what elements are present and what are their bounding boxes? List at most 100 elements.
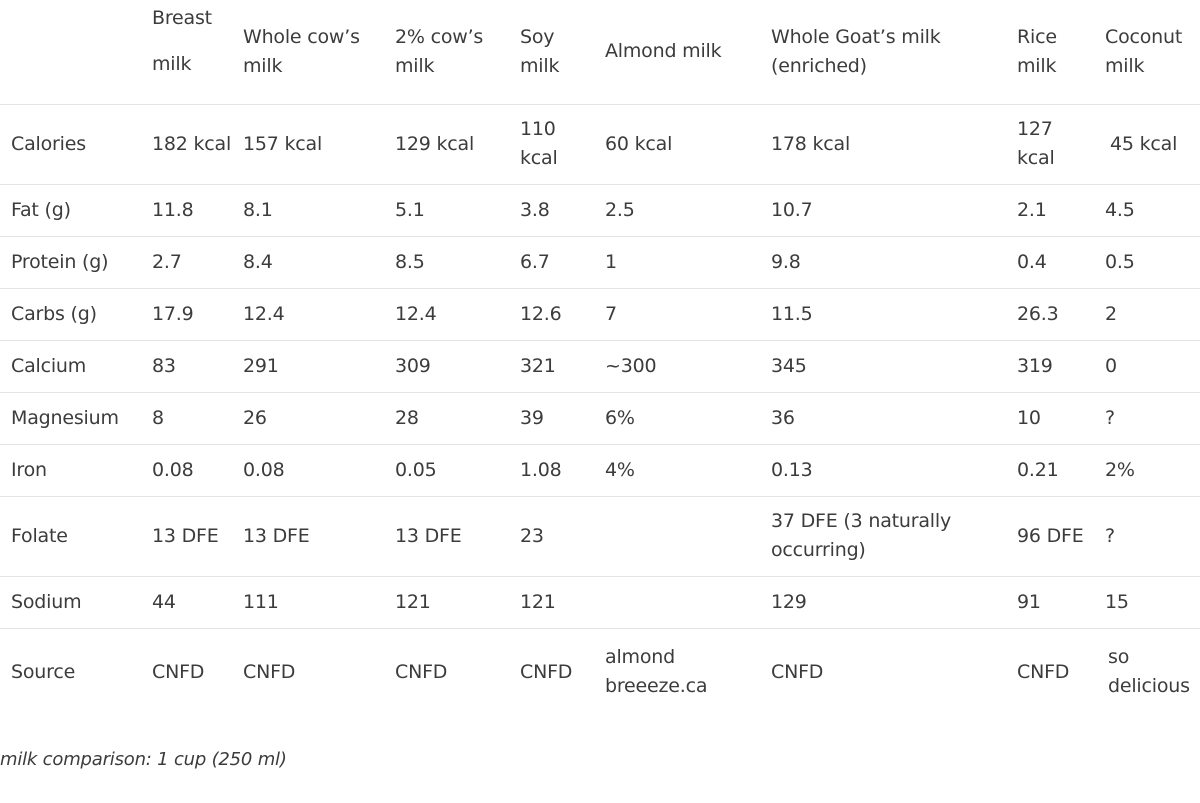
table-cell: ~300 [605,354,657,377]
table-cell: 121 [520,590,556,613]
table-cell: 129 [771,590,807,613]
table-cell: 15 [1105,590,1129,613]
table-cell: 0.21 [1017,458,1059,481]
table-cell: 0.05 [395,458,437,481]
table-row: Folate 13 DFE 13 DFE 13 DFE 23 37 DFE (3… [0,496,1200,576]
table-cell: 110 kcal [520,118,558,169]
table-cell: 39 [520,406,544,429]
table-cell: CNFD [771,660,824,683]
row-label: Fat (g) [11,198,71,221]
table-cell: 8.4 [243,250,273,273]
table-cell: ? [1105,524,1115,547]
header-breast-word: Breast [152,7,212,29]
header-2pct-cows-milk: 2% cow’s milk [395,25,484,77]
table-cell: CNFD [1017,660,1070,683]
table-caption: milk comparison: 1 cup (250 ml) [0,749,287,770]
table-cell: 10.7 [771,198,813,221]
table-cell: almond breeeze.ca [605,646,708,698]
table-cell: 37 DFE (3 naturally occurring) [771,510,951,561]
row-label: Calcium [11,354,87,377]
table-cell: 13 DFE [395,524,462,547]
header-breast-milk-word: milk [152,53,192,75]
table-cell: 2 [1105,302,1117,325]
table-cell: 2.7 [152,250,182,273]
table-row: Calories 182 kcal 157 kcal 129 kcal 110 … [0,104,1200,184]
table-row: Carbs (g) 17.9 12.4 12.4 12.6 7 11.5 26.… [0,288,1200,340]
table-cell: 13 DFE [152,524,219,547]
table-cell: 17.9 [152,302,194,325]
table-cell: CNFD [520,660,573,683]
table-cell: 182 kcal [152,132,232,155]
table-cell [594,576,760,628]
table-cell: 321 [520,354,556,377]
table-cell: 44 [152,590,176,613]
table-cell: ? [1105,406,1115,429]
table-cell: 6.7 [520,250,550,273]
table-cell: 0.13 [771,458,813,481]
table-cell: 1.08 [520,458,562,481]
table-cell: 6% [605,406,635,429]
milk-comparison-table: Breast milk Whole cow’s milk 2% cow’s mil… [0,0,1200,716]
table-row: Magnesium 8 26 28 39 6% 36 10 ? [0,392,1200,444]
table-cell: 309 [395,354,431,377]
header-whole-goats-milk: Whole Goat’s milk (enriched) [771,25,941,77]
table-cell: 111 [243,590,279,613]
row-label: Iron [11,458,47,481]
table-cell: 13 DFE [243,524,310,547]
header-rice-milk: Rice milk [1017,25,1057,77]
table-cell: CNFD [152,660,205,683]
table-cell: 60 kcal [605,132,673,155]
table-cell: 36 [771,406,795,429]
table-cell: 1 [605,250,617,273]
table-row: Protein (g) 2.7 8.4 8.5 6.7 1 9.8 0.4 0.… [0,236,1200,288]
row-label: Folate [11,524,68,547]
table-cell: 4.5 [1105,198,1135,221]
table-row: Fat (g) 11.8 8.1 5.1 3.8 2.5 10.7 2.1 4.… [0,184,1200,236]
row-label: Calories [11,132,86,155]
table-cell: 26 [243,406,267,429]
row-label: Sodium [11,590,82,613]
table-cell: 0.08 [152,458,194,481]
table-cell [594,496,760,576]
table-cell: 9.8 [771,250,801,273]
table-cell: 91 [1017,590,1041,613]
table-cell: 0 [1105,354,1117,377]
table-cell: CNFD [395,660,448,683]
table-cell: 28 [395,406,419,429]
header-coconut-milk: Coconut milk [1105,25,1183,77]
table-cell: 7 [605,302,617,325]
table-cell: 157 kcal [243,132,323,155]
table-cell: 8 [152,406,164,429]
table-cell: 178 kcal [771,132,851,155]
table-cell: 45 kcal [1110,132,1178,155]
table-row: Calcium 83 291 309 321 ~300 345 319 0 [0,340,1200,392]
row-label: Protein (g) [11,250,109,273]
table-row: Source CNFD CNFD CNFD CNFD almond breeez… [0,628,1200,716]
table-cell: 129 kcal [395,132,475,155]
table-cell: 2.5 [605,198,635,221]
table-cell: 3.8 [520,198,550,221]
header-breast-milk: Breast milk [141,0,232,104]
table-row: Sodium 44 111 121 121 129 91 15 [0,576,1200,628]
table-cell: 319 [1017,354,1053,377]
table-cell: CNFD [243,660,296,683]
table-cell: 0.5 [1105,250,1135,273]
row-label: Magnesium [11,406,119,429]
table-cell: 121 [395,590,431,613]
table-cell: 345 [771,354,807,377]
table-cell: 26.3 [1017,302,1059,325]
table-cell: 127 kcal [1017,118,1055,169]
table-cell: 291 [243,354,279,377]
table-cell: 2.1 [1017,198,1047,221]
table-cell: 83 [152,354,176,377]
table-cell: 8.1 [243,198,273,221]
row-label: Source [11,660,76,683]
header-almond-milk: Almond milk [605,40,722,63]
table-cell: so delicious [1108,646,1190,698]
table-cell: 0.08 [243,458,285,481]
table-cell: 11.5 [771,302,813,325]
header-whole-cows-milk: Whole cow’s milk [243,25,360,77]
table-cell: 96 DFE [1017,524,1084,547]
header-empty [0,0,141,104]
table-cell: 10 [1017,406,1041,429]
